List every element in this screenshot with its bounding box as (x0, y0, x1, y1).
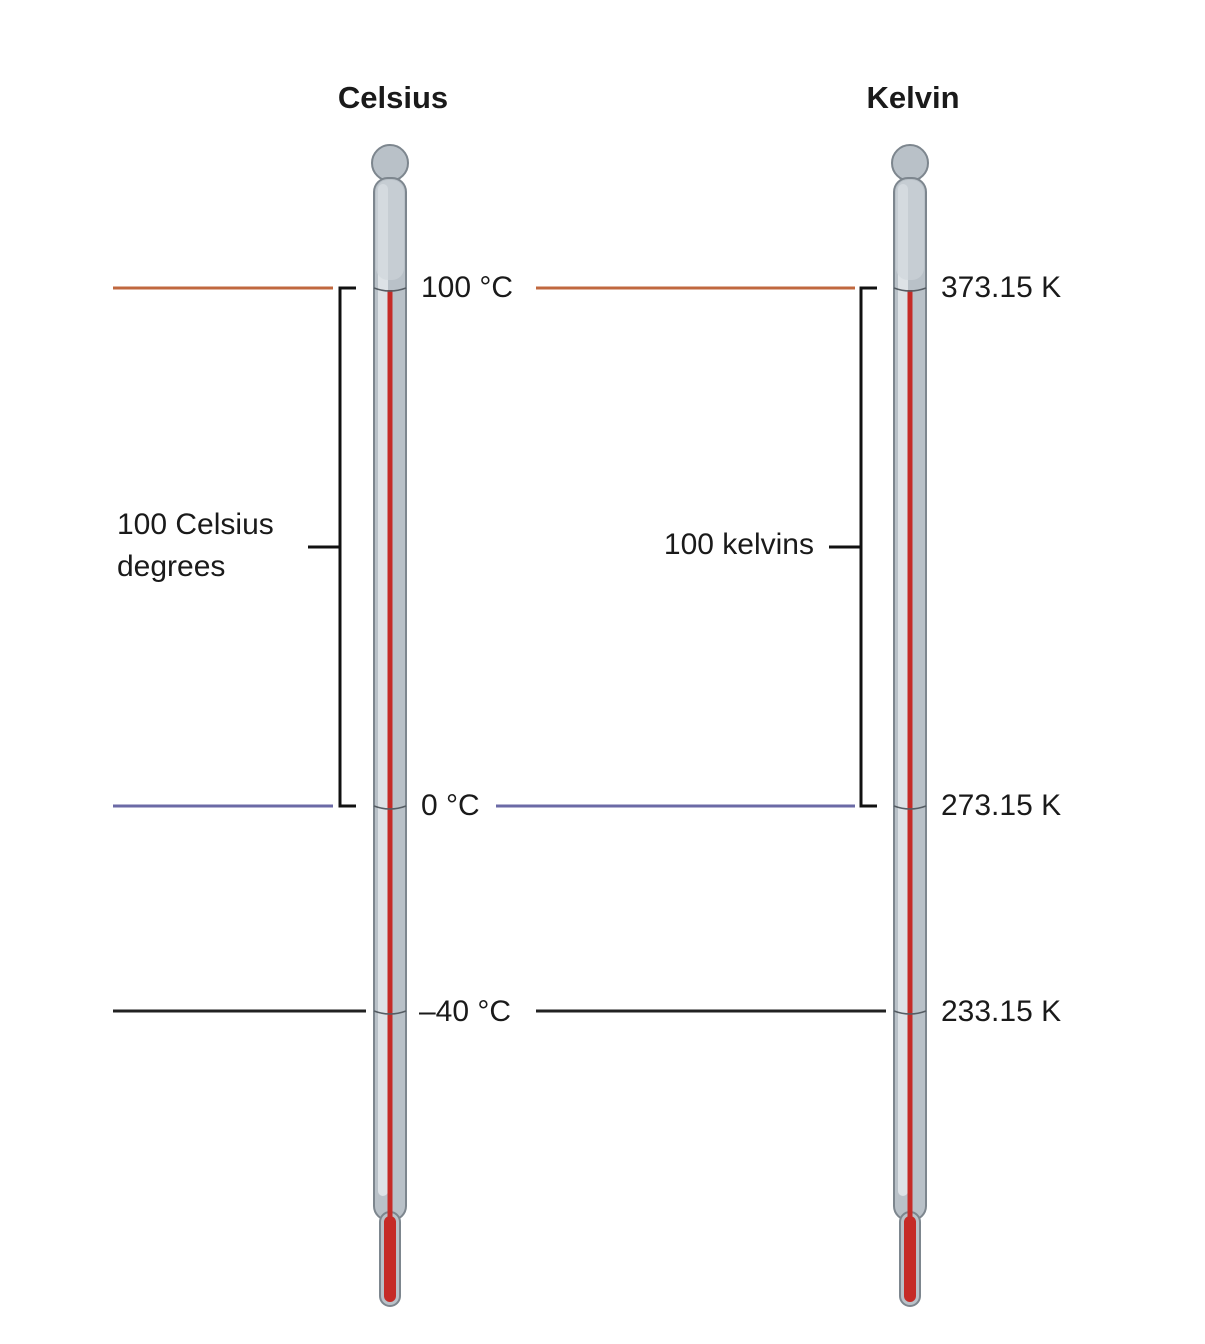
celsius-tube-top (376, 180, 404, 280)
celsius-title: Celsius (338, 80, 448, 115)
celsius-bracket-label-line1: 100 Celsius (117, 508, 274, 541)
kelvin-tick-0 (893, 287, 927, 292)
kelvin-thermometer (891, 144, 929, 1307)
kelvin-tube-highlight (898, 184, 908, 1196)
kelvin-label-minus40: 233.15 K (941, 995, 1061, 1028)
celsius-bracket-label-line2: degrees (117, 550, 225, 583)
kelvin-tick-2 (893, 1010, 927, 1015)
celsius-bracket (308, 286, 356, 808)
kelvin-title: Kelvin (866, 80, 959, 115)
kelvin-bracket (829, 286, 877, 808)
celsius-thermometer (371, 144, 409, 1307)
kelvin-label-boiling: 373.15 K (941, 271, 1061, 304)
celsius-label-freezing: 0 °C (421, 789, 480, 822)
celsius-label-boiling: 100 °C (421, 271, 513, 304)
kelvin-bracket-label: 100 kelvins (664, 528, 814, 561)
kelvin-cap (891, 144, 929, 182)
reference-lines (113, 286, 886, 1013)
celsius-cap (371, 144, 409, 182)
celsius-tick-2 (373, 1010, 407, 1015)
kelvin-tick-1 (893, 805, 927, 810)
kelvin-mercury-column (907, 290, 913, 1290)
kelvin-tube-top (896, 180, 924, 280)
celsius-tick-1 (373, 805, 407, 810)
celsius-tube-highlight (378, 184, 388, 1196)
celsius-mercury-column (387, 290, 393, 1290)
celsius-tick-0 (373, 287, 407, 292)
celsius-label-minus40: –40 °C (419, 995, 511, 1028)
kelvin-label-freezing: 273.15 K (941, 789, 1061, 822)
